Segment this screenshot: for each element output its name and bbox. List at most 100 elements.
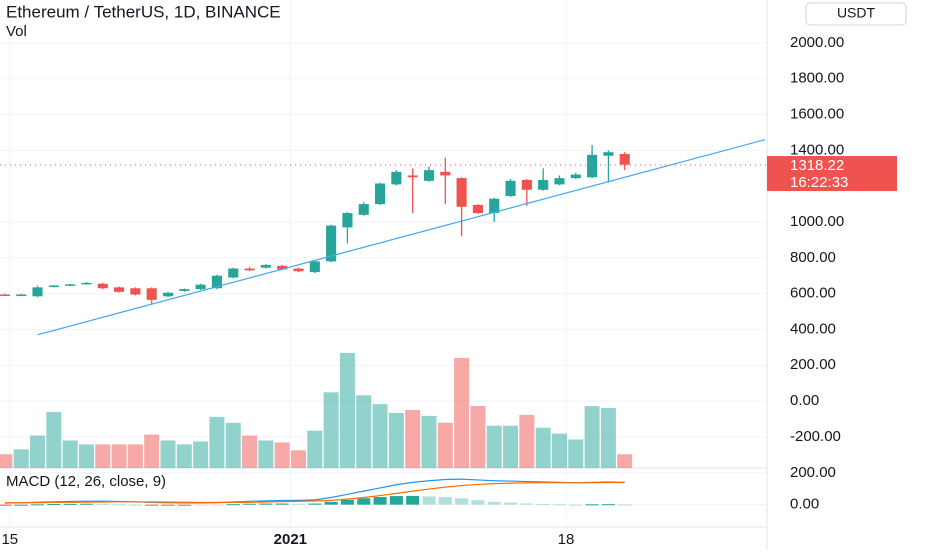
volume-bar [95,444,111,468]
volume-bar [421,415,437,468]
currency-button[interactable] [805,2,907,26]
macd-histogram-bar [161,504,175,506]
volume-bar [13,449,29,468]
candle-body [65,284,76,286]
volume-bar [617,454,633,468]
candle-body [162,292,174,297]
volume-bar [193,441,209,468]
candle-body [32,287,43,297]
candle-body [97,283,108,289]
volume-bar [519,414,535,468]
volume-bar [405,410,421,468]
macd-histogram-bar [194,504,208,506]
volume-bar [209,416,225,468]
volume-bar [0,454,13,468]
y-tick-label: 200.00 [790,464,836,481]
candle-body [260,264,271,268]
macd-histogram-bar [552,504,567,506]
candle-body [179,289,190,291]
macd-histogram-bar [471,500,485,505]
candle-body [489,198,500,214]
volume-bar [225,422,241,468]
trendline [37,139,766,336]
candle-body [228,268,239,278]
y-tick-label: 600.00 [790,285,836,302]
macd-line [4,478,625,504]
volume-bar [78,444,94,468]
volume-bar [503,425,519,468]
y-tick-label: 2000.00 [790,34,844,51]
macd-histogram-bar [112,504,126,506]
volume-bar [242,435,258,468]
volume-bar [160,440,176,468]
macd-histogram-bar [422,496,436,505]
macd-histogram-bar [340,499,354,505]
candle-body [570,174,581,179]
plot [0,139,766,506]
volume-bar [388,412,404,468]
candle-body [342,213,353,228]
candle-body [16,294,27,297]
macd-histogram-bar [373,497,387,505]
candle-body [505,180,516,197]
macd-histogram-bar [504,502,518,505]
x-tick-label: 18 [558,531,575,548]
candle-body [358,204,369,215]
volume-bar [372,404,388,468]
volume-bar [258,440,274,468]
macd-histogram-bar [47,504,61,506]
countdown-label: 16:22:33 [790,174,848,191]
candle-body [554,178,565,185]
candle-body [587,154,598,178]
macd-histogram-bar [14,504,28,506]
candle-body [407,175,418,178]
macd-histogram-bar [455,498,469,505]
volume-bar [307,430,323,468]
candle-body [211,275,222,289]
volume-bar [568,439,584,468]
y-tick-label: 1600.00 [790,106,844,123]
candle-body [423,170,435,181]
volume-bar [290,450,306,468]
volume-bar [535,427,551,468]
candle-body [538,179,549,190]
macd-histogram-bar [128,504,142,506]
volume-bar [600,408,616,468]
candle-body [114,287,125,292]
volume-bar [176,444,192,468]
macd-histogram-bar [585,504,599,506]
macd-histogram-bar [487,501,501,505]
volume-label: Vol [6,23,27,40]
macd-histogram-bar [308,503,322,505]
candle-body [309,261,320,273]
x-tick-label: 2021 [274,531,307,548]
x-tick-label: 15 [1,531,18,548]
volume-bar [46,411,62,468]
y-tick-label: 0.00 [790,496,819,513]
volume-bar [437,422,453,468]
macd-histogram-bar [324,501,338,505]
volume-bar [584,406,600,468]
candle-body [195,284,206,290]
volume-bar [274,442,290,468]
volume-bar [323,392,339,468]
candle-body [277,265,288,270]
candle-body [293,268,304,272]
candle-body [48,285,59,288]
volume-bar [470,406,486,468]
volume-bar [127,444,143,468]
last-price-tag [767,156,897,175]
candle-body [244,268,255,271]
y-tick-label: 400.00 [790,320,836,337]
macd-histogram-bar [30,504,45,506]
y-tick-label: -200.00 [790,428,841,445]
chart-title: Ethereum / TetherUS, 1D, BINANCE [6,2,281,21]
y-tick-label: 0.00 [790,392,819,409]
y-tick-label: 1800.00 [790,70,844,87]
candle-body [130,288,141,295]
macd-title: MACD (12, 26, close, 9) [6,473,166,490]
candle-body [603,152,614,156]
y-tick-label: 200.00 [790,356,836,373]
volume-bar [356,395,372,468]
